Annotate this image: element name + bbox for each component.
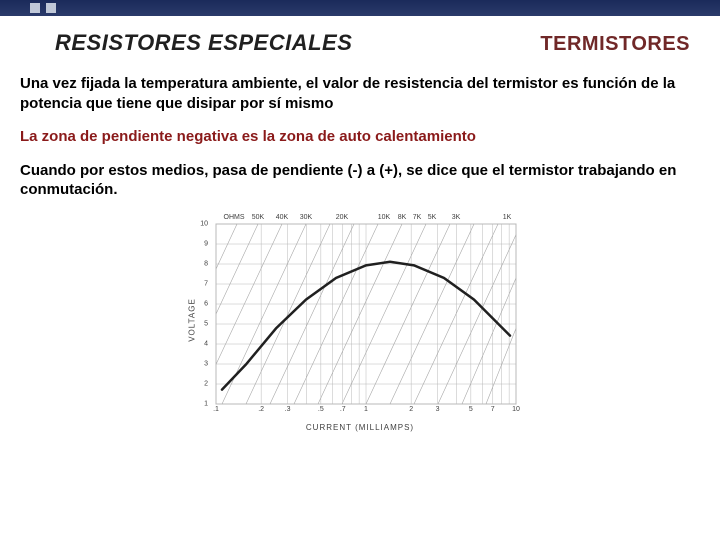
y-tick-label: 10 — [200, 220, 208, 227]
slide-top-bar — [0, 0, 720, 16]
resistance-label: 7K — [413, 214, 422, 221]
resistance-label: 3K — [452, 214, 461, 221]
y-tick-label: 2 — [204, 380, 208, 387]
title-row: RESISTORES ESPECIALES TERMISTORES — [0, 16, 720, 66]
y-tick-label: 3 — [204, 360, 208, 367]
resistance-label: 8K — [398, 214, 407, 221]
y-tick-label: 5 — [204, 320, 208, 327]
resistance-label: 10K — [378, 214, 390, 221]
resistance-label: 5K — [428, 214, 437, 221]
x-tick-label: .3 — [285, 406, 291, 413]
y-tick-label: 4 — [204, 340, 208, 347]
chart-svg — [180, 210, 540, 430]
x-tick-label: 10 — [512, 406, 520, 413]
y-tick-label: 9 — [204, 240, 208, 247]
vi-chart: VOLTAGE CURRENT (MILLIAMPS) 1 2 3 4 5 6 7 8 9 10.… — [180, 210, 540, 430]
resistance-label: 20K — [336, 214, 348, 221]
y-tick-label: 1 — [204, 400, 208, 407]
x-tick-label: .2 — [258, 406, 264, 413]
page-subtitle: TERMISTORES — [540, 33, 690, 56]
y-tick-label: 8 — [204, 260, 208, 267]
decor-square — [30, 3, 40, 13]
paragraph-1: Una vez fijada la temperatura ambiente, … — [0, 66, 720, 119]
x-tick-label: .1 — [213, 406, 219, 413]
x-tick-label: 5 — [469, 406, 473, 413]
y-tick-label: 7 — [204, 280, 208, 287]
resistance-label: OHMS — [224, 214, 245, 221]
x-tick-label: .5 — [318, 406, 324, 413]
y-axis-label: VOLTAGE — [187, 298, 196, 342]
paragraph-3a: Cuando por estos medios, pasa de pendien… — [20, 162, 676, 179]
x-tick-label: .7 — [340, 406, 346, 413]
y-tick-label: 6 — [204, 300, 208, 307]
resistance-label: 30K — [300, 214, 312, 221]
decor-square — [46, 3, 56, 13]
x-tick-label: 3 — [436, 406, 440, 413]
x-tick-label: 7 — [491, 406, 495, 413]
resistance-label: 50K — [252, 214, 264, 221]
resistance-label: 40K — [276, 214, 288, 221]
page-title: RESISTORES ESPECIALES — [55, 30, 352, 56]
x-tick-label: 2 — [409, 406, 413, 413]
x-tick-label: 1 — [364, 406, 368, 413]
chart-container: VOLTAGE CURRENT (MILLIAMPS) 1 2 3 4 5 6 7 8 9 10.… — [0, 206, 720, 430]
paragraph-2: La zona de pendiente negativa es la zona… — [0, 119, 720, 153]
paragraph-3: Cuando por estos medios, pasa de pendien… — [0, 153, 720, 206]
resistance-label: 1K — [503, 214, 512, 221]
paragraph-3b: conmutación. — [20, 181, 118, 198]
x-axis-label: CURRENT (MILLIAMPS) — [306, 423, 414, 432]
